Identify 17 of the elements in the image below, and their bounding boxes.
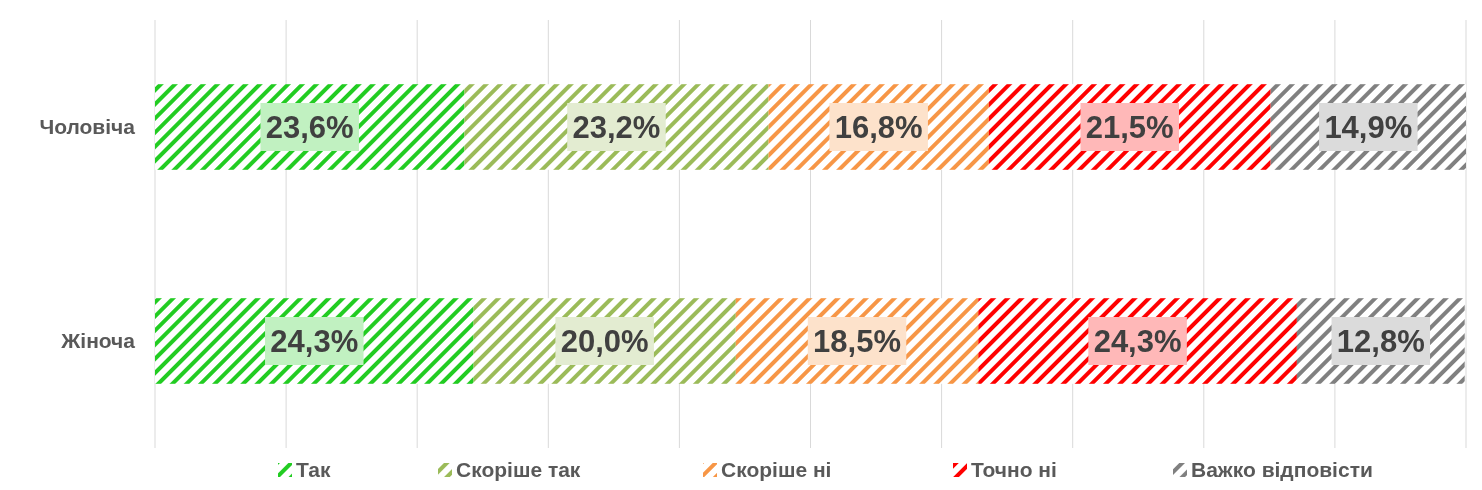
legend-label: Так (296, 458, 331, 482)
data-label: 14,9% (1324, 109, 1413, 145)
legend-label: Скоріше так (456, 458, 581, 482)
data-label: 20,0% (560, 323, 649, 359)
data-label: 12,8% (1336, 323, 1425, 359)
data-label: 16,8% (834, 109, 923, 145)
legend-label: Важко відповісти (1191, 458, 1373, 482)
legend-label: Точно ні (971, 458, 1057, 482)
y-tick-label: Чоловіча (39, 115, 136, 139)
data-label: 24,3% (270, 323, 359, 359)
data-label: 21,5% (1085, 109, 1174, 145)
data-label: 24,3% (1093, 323, 1182, 359)
legend-label: Скоріше ні (721, 458, 832, 482)
data-label: 23,6% (265, 109, 354, 145)
data-label: 23,2% (572, 109, 661, 145)
data-label: 18,5% (813, 323, 901, 359)
y-tick-label: Жіноча (60, 329, 136, 353)
